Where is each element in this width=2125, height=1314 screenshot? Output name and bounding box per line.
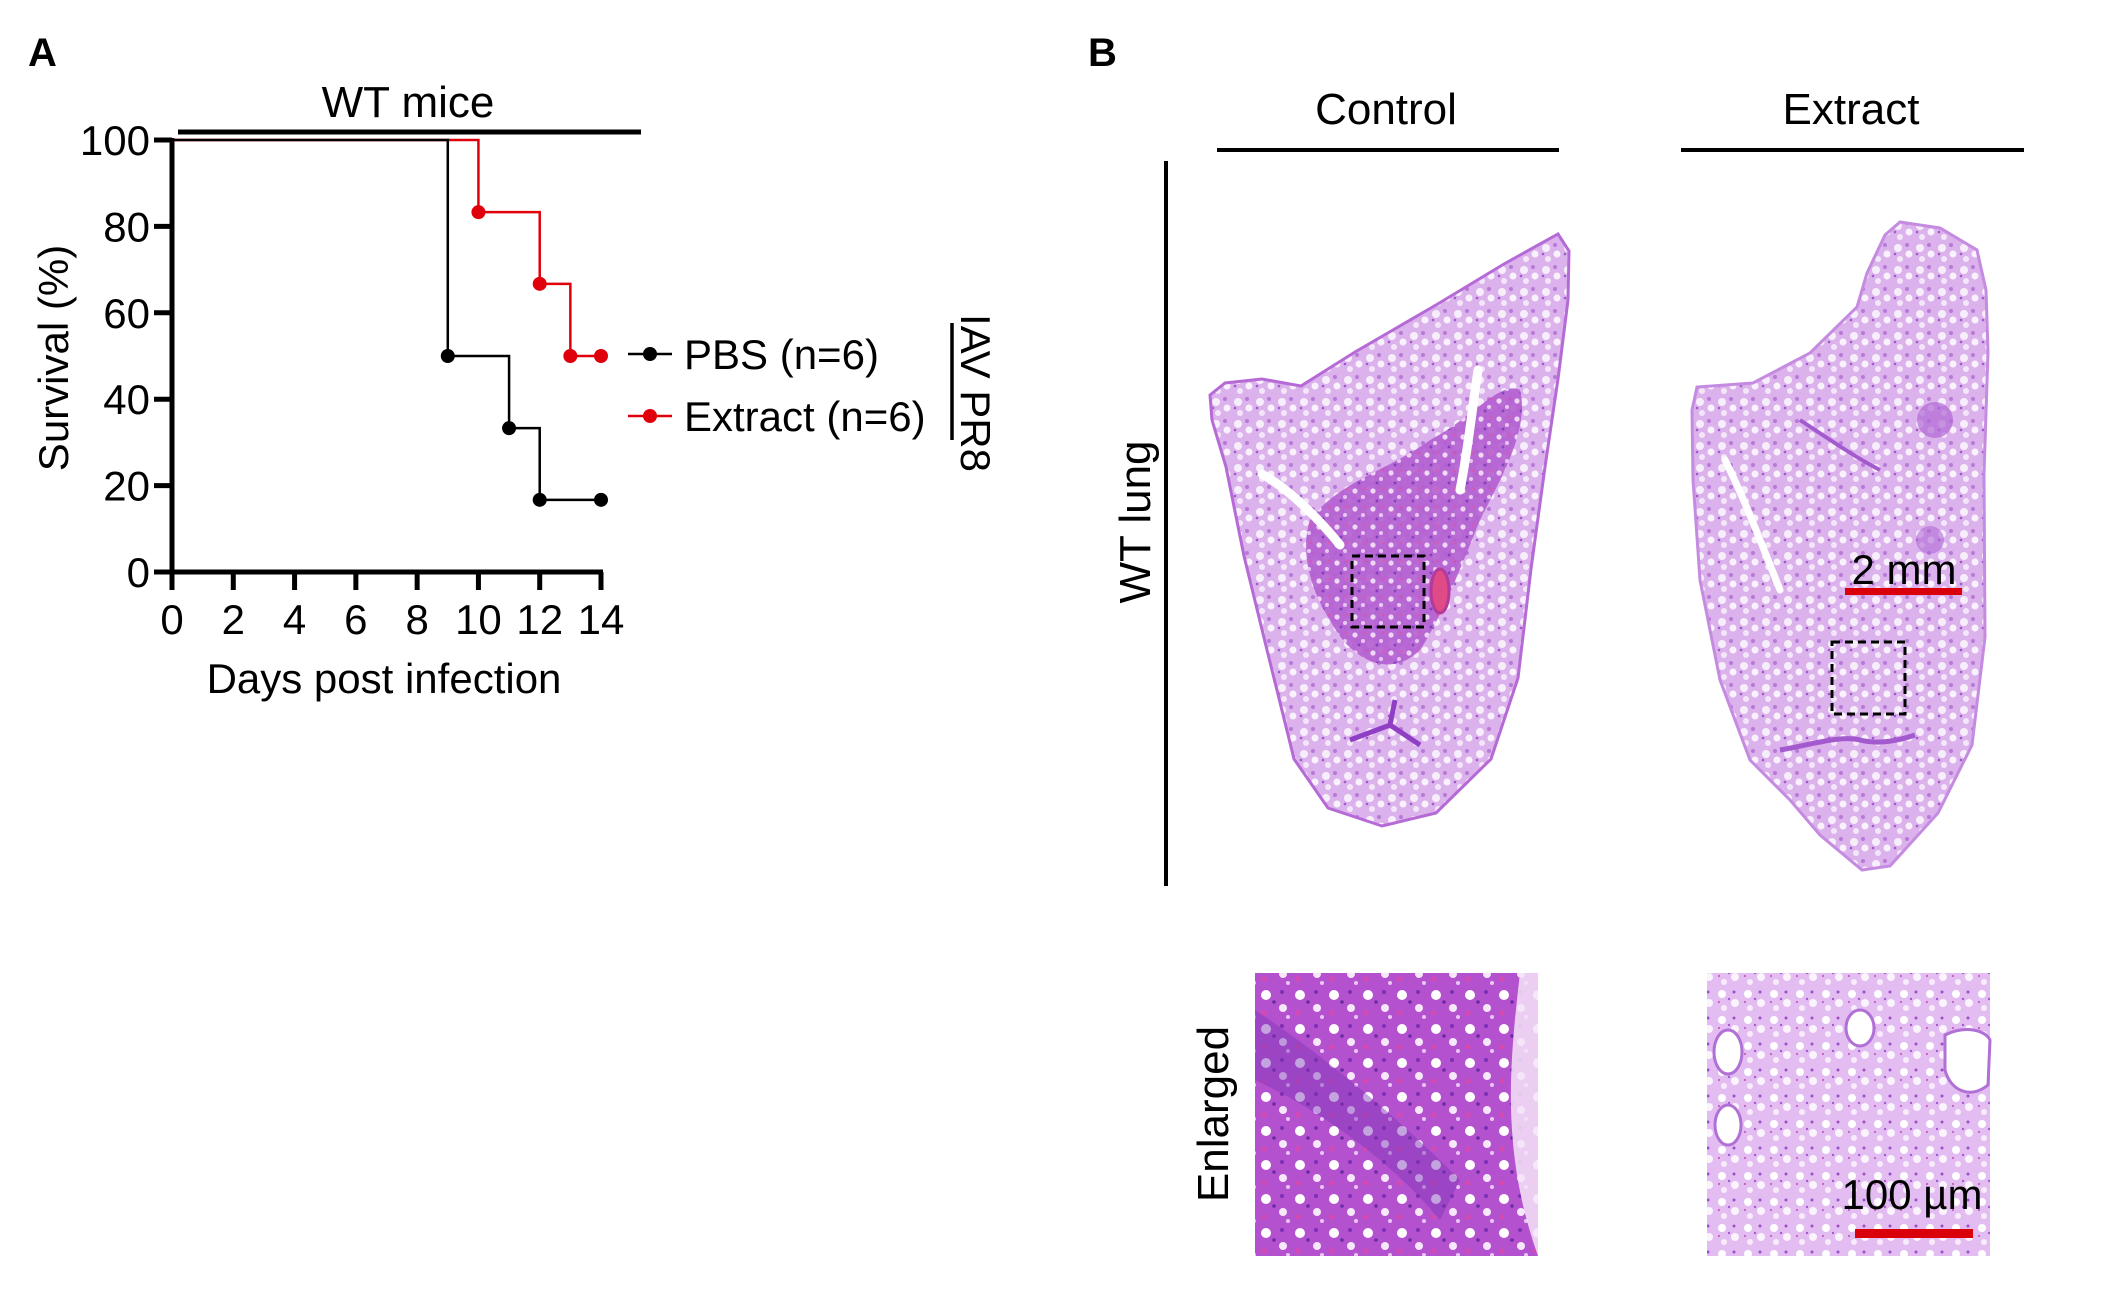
extract-enlarged-airway (1712, 1028, 1744, 1076)
data-point-pbs (440, 349, 455, 363)
y-tick-label: 60 (103, 290, 150, 337)
x-tick-label: 4 (283, 596, 306, 643)
extract-lung-inflamed-focus (1916, 526, 1944, 554)
x-tick-label: 14 (578, 596, 625, 643)
scale-bar-label-2mm: 2 mm (1852, 546, 1957, 593)
extract-enlarged-image: 100 µm (1707, 973, 1992, 1256)
control-enlarged-image (1255, 973, 1538, 1256)
x-tick-label: 8 (405, 596, 428, 643)
data-point-pbs (502, 421, 517, 436)
control-enlarged-dense-band (1255, 1010, 1460, 1220)
control-region-box (1350, 554, 1426, 629)
scale-bar-100um (1855, 1229, 1973, 1238)
row-label-enlarged: Enlarged (1189, 1026, 1238, 1202)
panel-letter-b: B (1088, 31, 1117, 75)
control-enlarged-tissue (1255, 973, 1538, 1256)
x-tick-label: 10 (455, 596, 502, 643)
survival-curve-extract (172, 138, 601, 358)
extract-lung-tissue (1690, 220, 1990, 872)
column-header-control: Control (1315, 85, 1457, 134)
legend-marker-extract (643, 409, 657, 423)
data-point-extract (594, 349, 608, 363)
panel-b: B Control Extract WT lung (1088, 31, 2024, 1256)
control-lung-section (1208, 232, 1571, 828)
extract-enlarged-airway (1713, 1103, 1743, 1147)
legend-item-pbs: PBS (n=6) (628, 331, 879, 378)
x-tick-label: 2 (222, 596, 245, 643)
data-point-pbs (532, 492, 547, 507)
x-tick-label: 0 (160, 596, 183, 643)
legend: PBS (n=6) Extract (n=6) (628, 331, 926, 440)
extract-enlarged-airway (1943, 1028, 1992, 1094)
legend-marker-pbs (643, 347, 657, 361)
control-lung-lower-vessel (1349, 699, 1422, 748)
legend-item-extract: Extract (n=6) (628, 393, 926, 440)
x-axis-title: Days post infection (207, 655, 562, 702)
y-tick-label: 80 (103, 203, 150, 250)
row-label-wt-lung: WT lung (1111, 440, 1160, 603)
survival-curve-pbs (172, 138, 601, 502)
extract-lung-airway (1721, 456, 1784, 594)
scale-bar-label-100um: 100 µm (1842, 1171, 1983, 1218)
y-axis-title: Survival (%) (30, 245, 77, 471)
control-lung-airway (1455, 365, 1483, 495)
extract-lung-airway (1779, 732, 1916, 753)
group-label-wt-mice: WT mice (322, 78, 495, 127)
y-tick-label: 100 (80, 117, 150, 164)
infection-label: IAV PR8 (952, 314, 999, 472)
legend-label-extract: Extract (n=6) (684, 393, 926, 440)
y-tick-label: 0 (127, 549, 150, 596)
y-tick-label: 20 (103, 463, 150, 510)
data-point-extract (563, 349, 578, 363)
control-enlarged-edge (1510, 973, 1538, 1256)
data-point-pbs (594, 492, 608, 507)
scale-bar-2mm (1845, 588, 1962, 595)
data-point-extract (471, 205, 486, 220)
extract-lung-airway (1798, 418, 1881, 472)
data-point-extract (532, 276, 547, 291)
column-header-extract: Extract (1783, 85, 1920, 134)
extract-region-box (1830, 640, 1907, 716)
x-tick-label: 6 (344, 596, 367, 643)
extract-enlarged-airway (1844, 1008, 1876, 1048)
legend-label-pbs: PBS (n=6) (684, 331, 879, 378)
panel-letter-a: A (28, 31, 57, 75)
control-lung-airway (1257, 469, 1345, 550)
control-lung-vessel (1429, 567, 1451, 615)
x-tick-label: 12 (516, 596, 563, 643)
y-tick-label: 40 (103, 376, 150, 423)
extract-lung-inflamed-focus (1917, 402, 1953, 438)
extract-lung-section: 2 mm (1690, 220, 1990, 872)
